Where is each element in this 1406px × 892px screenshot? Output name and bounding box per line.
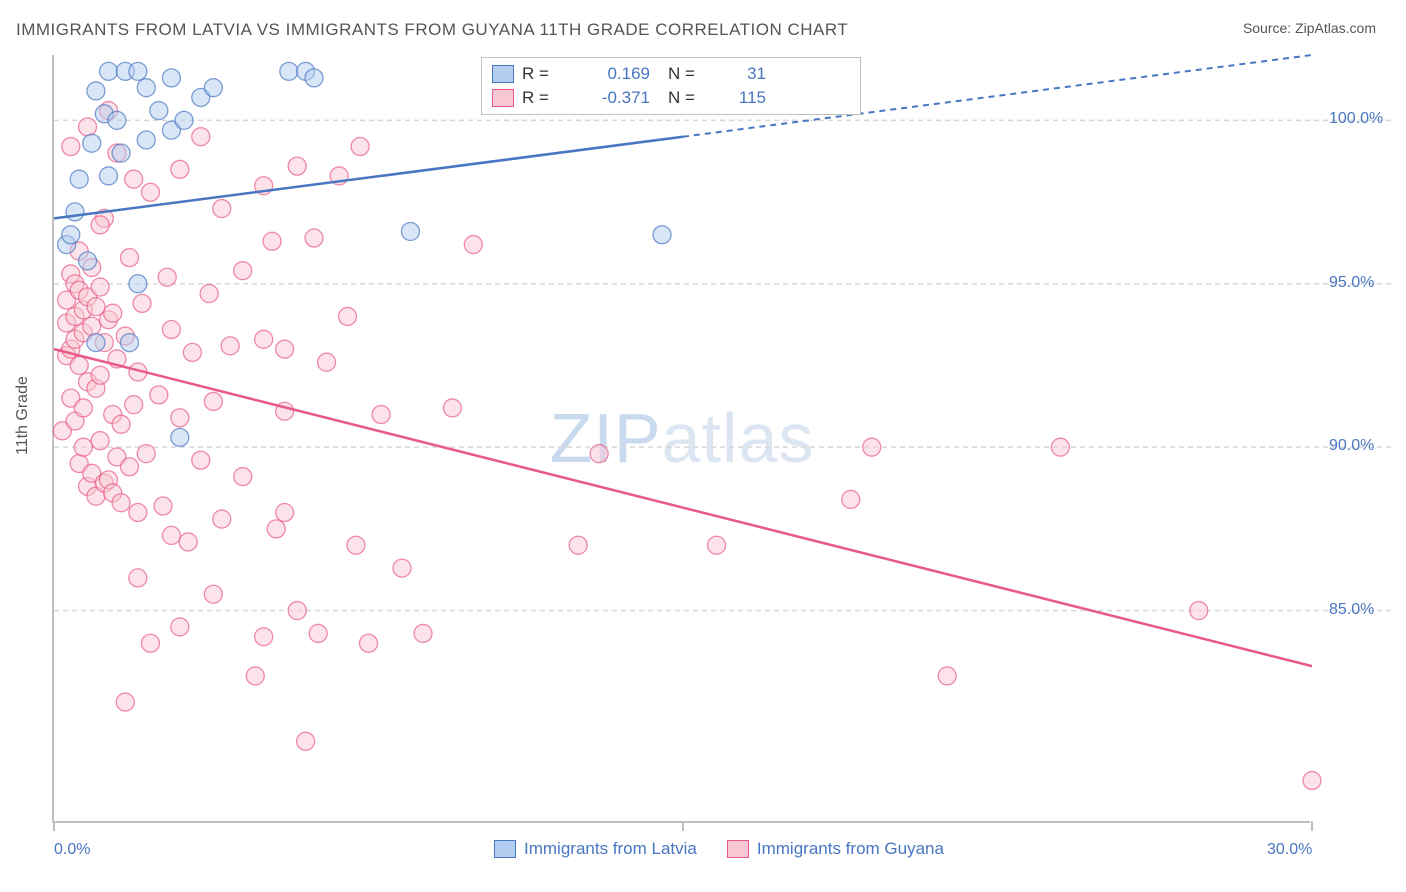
- y-tick-label: 90.0%: [1329, 437, 1374, 455]
- x-tick-label: 30.0%: [1267, 841, 1312, 859]
- y-tick-label: 100.0%: [1329, 110, 1383, 128]
- correlation-legend: R = 0.169 N = 31 R = -0.371 N = 115: [481, 57, 861, 115]
- chart-container: 11th Grade ZIPatlas R = 0.169 N = 31 R =…: [16, 55, 1392, 845]
- chart-title: IMMIGRANTS FROM LATVIA VS IMMIGRANTS FRO…: [16, 20, 848, 40]
- y-tick-label: 95.0%: [1329, 274, 1374, 292]
- source-attribution: Source: ZipAtlas.com: [1243, 20, 1376, 36]
- swatch-guyana-icon: [727, 840, 749, 858]
- swatch-guyana: [492, 89, 514, 107]
- scatter-plot-svg: [54, 55, 1392, 823]
- x-tick-label: 0.0%: [54, 841, 90, 859]
- swatch-latvia: [492, 65, 514, 83]
- legend-row-latvia: R = 0.169 N = 31: [492, 62, 850, 86]
- legend-row-guyana: R = -0.371 N = 115: [492, 86, 850, 110]
- plot-area: ZIPatlas R = 0.169 N = 31 R = -0.371 N =…: [52, 55, 1310, 823]
- y-tick-label: 85.0%: [1329, 601, 1374, 619]
- legend-item-guyana: Immigrants from Guyana: [727, 839, 944, 859]
- swatch-latvia-icon: [494, 840, 516, 858]
- legend-item-latvia: Immigrants from Latvia: [494, 839, 697, 859]
- y-axis-label: 11th Grade: [14, 376, 32, 455]
- series-legend: Immigrants from Latvia Immigrants from G…: [494, 839, 944, 859]
